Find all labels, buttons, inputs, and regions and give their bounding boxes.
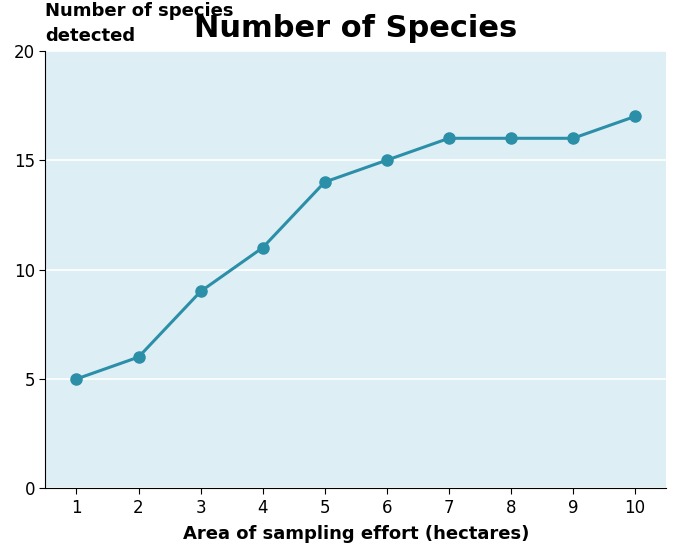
Text: Number of species: Number of species (46, 2, 234, 20)
Title: Number of Species: Number of Species (194, 14, 517, 43)
Text: detected: detected (46, 27, 135, 45)
X-axis label: Area of sampling effort (hectares): Area of sampling effort (hectares) (183, 525, 529, 543)
